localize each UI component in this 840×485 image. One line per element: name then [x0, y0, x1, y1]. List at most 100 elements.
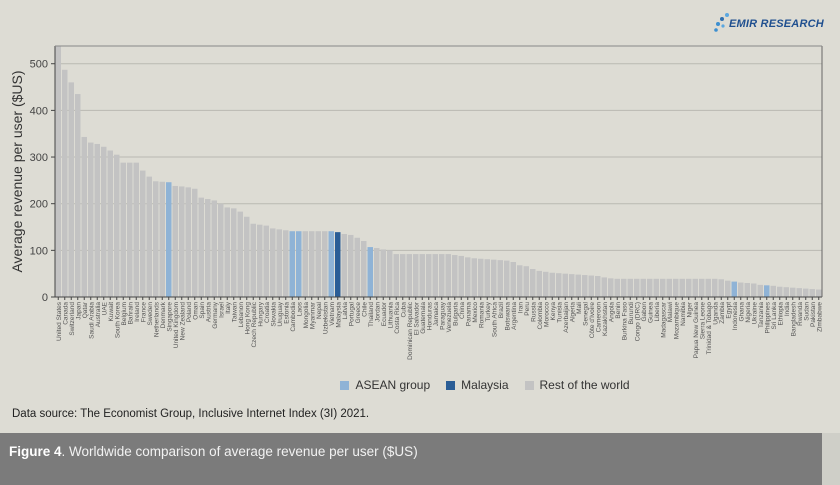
bar-laos	[296, 231, 302, 297]
x-tick-label: Lebanon	[238, 302, 245, 328]
bar-niger	[686, 278, 692, 297]
bar-hungary	[257, 224, 263, 297]
logo-text: EMIR RESEARCH	[729, 18, 824, 30]
x-tick-label: Canada	[62, 302, 69, 325]
chart-legend: ASEAN group Malaysia Rest of the world	[0, 378, 840, 392]
bar-burundi	[627, 278, 633, 297]
x-tick-label: Azerbaijan	[563, 302, 570, 333]
legend-item-asean: ASEAN group	[340, 378, 430, 392]
bar-russia	[530, 269, 536, 297]
x-tick-label: Guatemala	[420, 302, 427, 334]
x-tick-label: Colombia	[537, 302, 544, 330]
x-tick-label: Liberia	[654, 302, 661, 322]
bar-bangladesh	[790, 287, 796, 297]
x-tick-label: Laos	[296, 301, 303, 316]
x-tick-label: Congo (DRC)	[634, 302, 641, 341]
legend-item-malaysia: Malaysia	[446, 378, 509, 392]
figure-caption: Figure 4. Worldwide comparison of averag…	[9, 444, 418, 459]
legend-label: Rest of the world	[539, 378, 630, 392]
x-tick-label: Ukraine	[751, 302, 758, 325]
x-tick-label: Cuba	[400, 302, 407, 318]
caption-text: . Worldwide comparison of average revenu…	[61, 444, 418, 459]
bar-liberia	[653, 278, 659, 297]
legend-swatch-asean	[340, 380, 350, 390]
x-tick-label: Tanzania	[758, 302, 765, 328]
x-tick-label: Niger	[686, 301, 693, 317]
x-tick-label: Slovakia	[270, 302, 277, 327]
y-tick-label: 0	[42, 292, 48, 304]
bar-turkey	[484, 259, 490, 297]
x-tick-label: Malaysia	[335, 302, 342, 328]
x-tick-label: Madagascar	[660, 301, 667, 338]
bar-india	[783, 287, 789, 297]
bar-chart: 0 100 200 300 400 500 Average revenue per user…	[9, 45, 823, 360]
x-tick-label: Burkina Faso	[621, 302, 628, 341]
y-tick-label: 500	[30, 59, 48, 71]
bar-costa-rica	[393, 254, 399, 297]
bar-china	[458, 255, 464, 297]
bar-malaysia	[335, 232, 341, 297]
x-tick-label: Denmark	[160, 301, 167, 328]
bar-croatia	[263, 225, 269, 297]
x-tick-label: Cameroon	[595, 302, 602, 333]
y-tick-label: 400	[30, 105, 48, 117]
x-tick-label: Japan	[75, 302, 82, 320]
bar-botswana	[504, 260, 510, 297]
bar-saudi-arabia	[88, 142, 94, 297]
x-tick-label: China	[459, 302, 466, 319]
x-tick-label: Belgium	[121, 302, 128, 325]
bar-uruguay	[276, 229, 282, 297]
bar-sweden	[146, 176, 152, 297]
legend-label: ASEAN group	[355, 378, 431, 392]
bar-thailand	[367, 247, 373, 297]
bar-spain	[198, 197, 204, 297]
x-tick-label: Costa Rica	[394, 302, 401, 334]
bar-new-zealand	[179, 186, 185, 297]
x-tick-label: Croatia	[264, 302, 271, 323]
x-tick-label: Zimbabwe	[816, 302, 823, 332]
bar-australia	[94, 143, 100, 297]
x-tick-label: Morocco	[543, 302, 550, 327]
emir-research-logo: EMIR RESEARCH	[712, 10, 832, 36]
x-tick-label: Portugal	[348, 301, 355, 326]
x-tick-label: Switzerland	[69, 302, 76, 336]
bar-japan	[75, 94, 81, 298]
bar-el-salvador	[413, 254, 419, 297]
x-tick-label: Honduras	[426, 301, 433, 330]
bar-congo-drc-	[634, 278, 640, 297]
bar-madagascar	[660, 278, 666, 297]
bar-iran	[517, 265, 523, 297]
x-tick-label: Algeria	[569, 302, 576, 323]
bar-nigeria	[744, 283, 750, 297]
data-source: Data source: The Economist Group, Inclus…	[12, 408, 369, 420]
bar-uzbekistan	[322, 231, 328, 297]
x-tick-label: Italy	[225, 301, 232, 314]
bar-taiwan	[231, 208, 237, 297]
legend-swatch-rest	[524, 380, 534, 390]
bar-lebanon	[237, 211, 243, 297]
legend-label: Malaysia	[461, 378, 509, 392]
bar-brazil	[497, 260, 503, 297]
bar-ethiopia	[777, 286, 783, 297]
bar-canada	[62, 69, 68, 298]
bar-ecuador	[380, 249, 386, 297]
bar-ukraine	[751, 283, 757, 297]
x-tick-label: Russia	[530, 302, 537, 322]
x-tick-label: Kenya	[550, 302, 557, 321]
x-tick-label: Kazakhstan	[602, 302, 609, 336]
x-tick-label: Indonesia	[732, 302, 739, 331]
bar-kazakhstan	[601, 277, 607, 297]
x-tick-label: Hungary	[257, 301, 264, 326]
bar-sudan	[803, 288, 809, 297]
bar-c-te-d-ivoire	[588, 275, 594, 297]
x-tick-label: Singapore	[166, 302, 173, 332]
bar-philippines	[764, 285, 770, 297]
bar-gabon	[640, 278, 646, 297]
bar-zimbabwe	[816, 289, 822, 297]
x-tick-label: Oman	[192, 302, 199, 320]
bar-kenya	[549, 272, 555, 297]
x-tick-label: Lithuania	[387, 302, 394, 329]
bar-pakistan	[809, 289, 815, 297]
bar-venezuela	[445, 254, 451, 297]
x-tick-label: Jamaica	[433, 302, 440, 327]
